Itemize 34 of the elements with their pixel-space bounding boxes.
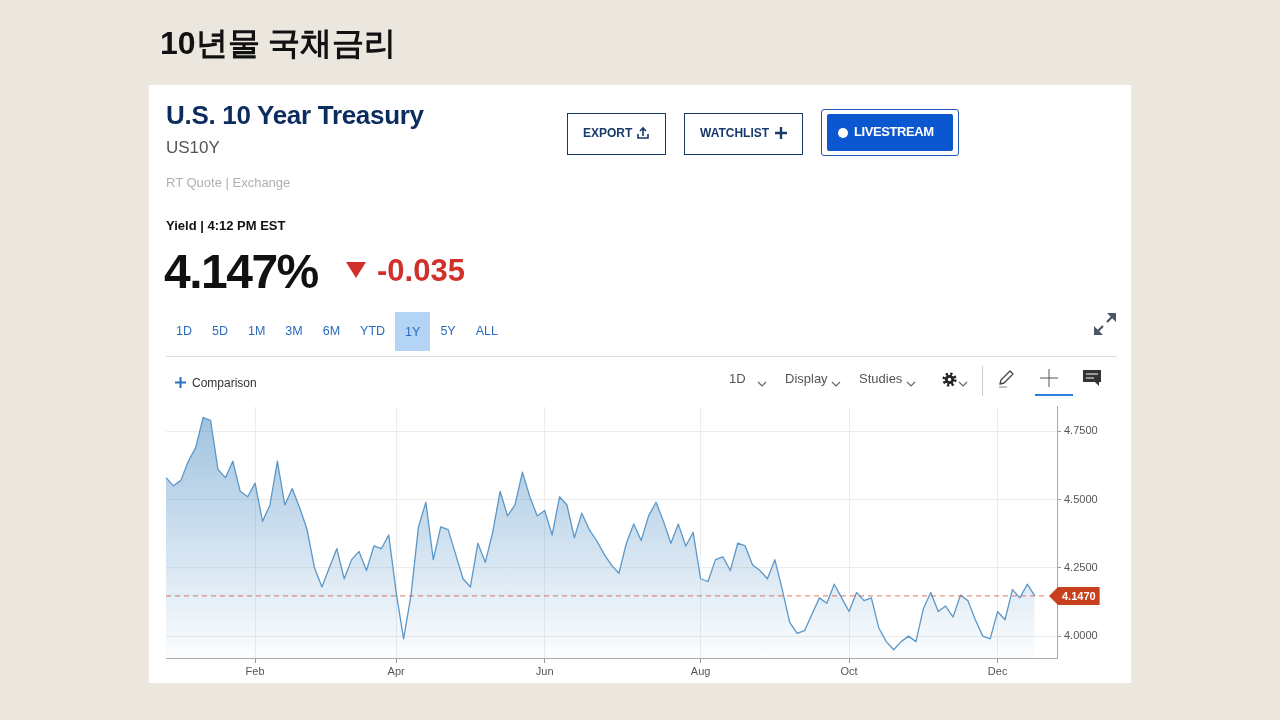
y-tick-label: 4.2500 (1064, 560, 1098, 573)
ref-line-label: 4.1470 (1062, 589, 1096, 602)
x-tick-label: Dec (987, 664, 1008, 677)
button: LIVESTREAM (821, 109, 959, 156)
x-tick-label: Aug (690, 664, 711, 677)
x-tick-label: Oct (840, 664, 858, 677)
text: 3M (285, 323, 303, 339)
text: Yield | 4:12 PM EST (166, 218, 286, 234)
text: 1D (176, 323, 192, 339)
text: 5D (211, 323, 228, 339)
text: ALL (475, 323, 498, 339)
text: 6M (322, 323, 341, 339)
y-tick-label: 4.7500 (1064, 424, 1098, 437)
text: 4.147% (164, 245, 318, 299)
y-tick-label: 4.5000 (1064, 492, 1098, 505)
text: RT Quote | Exchange (166, 175, 291, 191)
text: Display (785, 371, 828, 387)
button: EXPORT (567, 113, 666, 155)
x-tick-label: Jun (535, 664, 554, 677)
text: Studies (859, 371, 903, 387)
text: 1D (729, 371, 746, 387)
text: YTD (360, 323, 386, 339)
button: 1Y (395, 312, 431, 351)
text: Comparison (192, 376, 257, 391)
chart-title: 10년물 국채금리 (160, 24, 397, 63)
x-tick-label: Apr (387, 664, 406, 677)
text: 1M (247, 323, 266, 339)
button: WATCHLIST (684, 113, 803, 155)
y-tick-label: 4.0000 (1064, 629, 1098, 642)
text: -0.035 (377, 253, 465, 289)
text: US10Y (166, 138, 220, 158)
x-tick-label: Feb (245, 664, 265, 677)
chart-subtitle: U.S. 10 Year Treasury (166, 100, 424, 130)
text: 5Y (440, 323, 456, 339)
